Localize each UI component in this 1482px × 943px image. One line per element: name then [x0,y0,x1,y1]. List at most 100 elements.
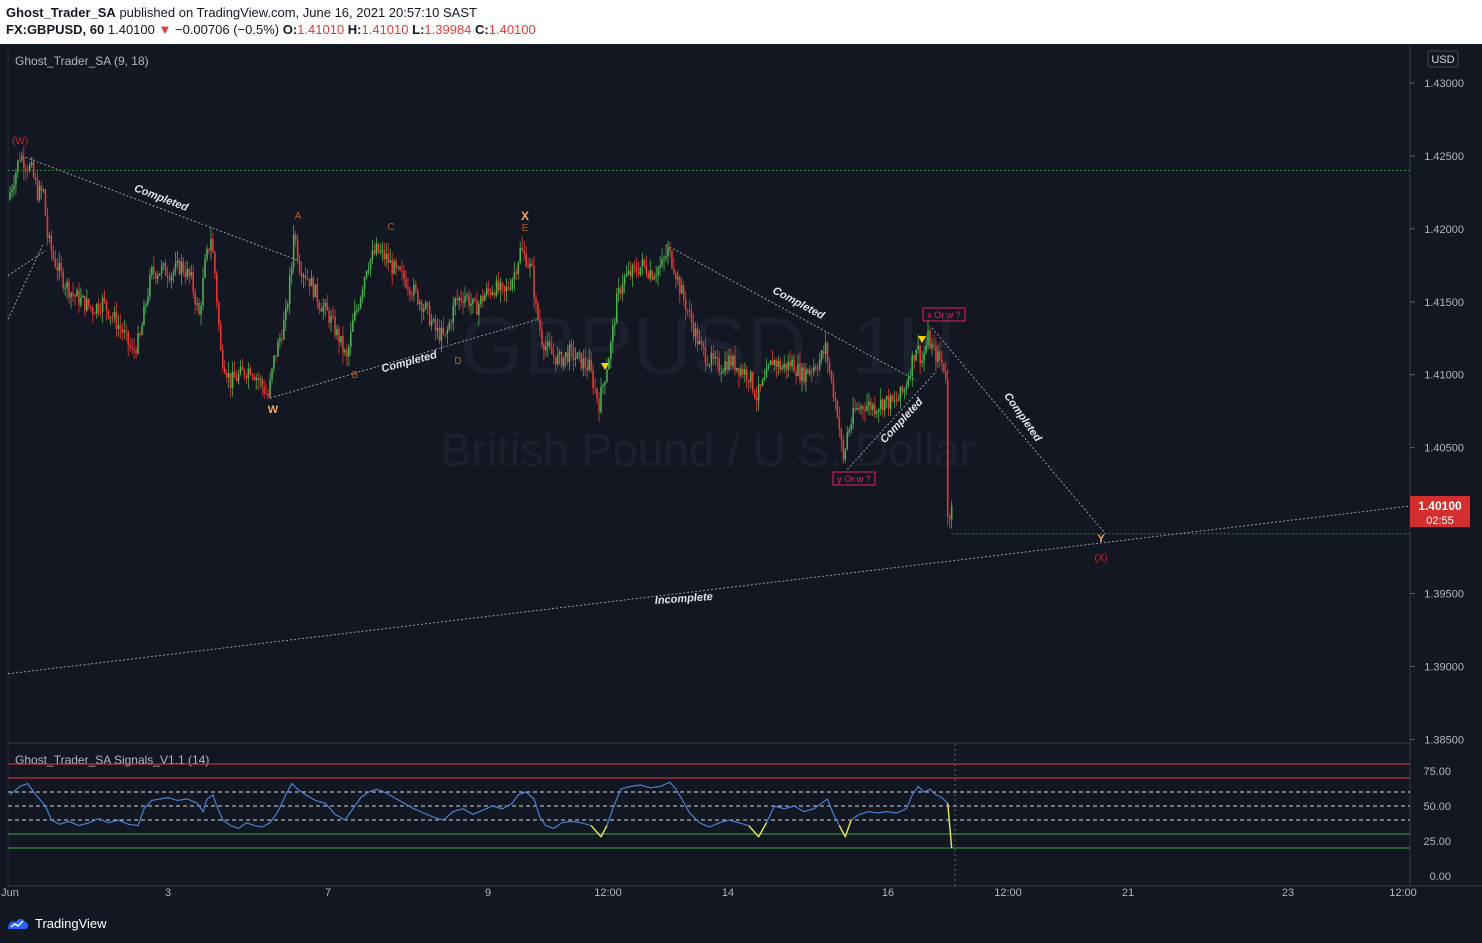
bear-candle-body [139,333,141,336]
bull-candle-body [113,312,116,318]
last-price-tag: 1.40100 02:55 [1410,496,1470,527]
price-axis[interactable]: 1.43000 1.42500 1.42000 1.41500 1.41000 1.405… [1410,78,1464,746]
bear-candle-body [747,380,750,383]
bear-candle-body [515,272,518,274]
tradingview-brand[interactable]: TradingView [6,916,107,931]
bull-candle-body [950,506,953,520]
bull-candle-body [259,379,261,381]
bull-candle-body [239,366,242,374]
bear-candle-body [275,355,277,357]
trend-line-incomplete [7,505,1411,675]
bull-candle-body [617,288,620,294]
bull-candle-body [604,381,606,386]
bull-candle-body [483,294,486,302]
bear-candle-body [188,269,191,276]
bull-candle-body [70,292,72,298]
trend-line-projection [931,327,1106,535]
bear-candle-body [395,261,397,268]
oscillator-axis[interactable]: 75.00 50.00 25.00 0.00 [1423,766,1451,883]
chart-background [0,44,1482,906]
time-tick-label: 3 [165,887,171,899]
bull-candle-body [761,380,764,386]
chart-canvas[interactable]: GBPUSD, 1H British Pound / U.S. Dollar G… [0,44,1482,906]
bull-candle-body [769,360,772,366]
oscillator-tick-label: 75.00 [1423,766,1451,778]
bull-candle-body [348,346,350,357]
bear-candle-body [580,352,583,369]
bear-candle-body [411,294,413,296]
bull-candle-body [519,248,522,263]
bear-candle-body [338,328,340,343]
bear-candle-body [91,307,94,314]
bull-candle-body [931,344,933,349]
bear-candle-body [342,335,344,353]
bear-candle-body [507,286,510,289]
bear-candle-body [533,265,535,298]
open-label: O: [282,22,298,37]
oscillator-signal-segment [600,825,608,838]
bull-candle-body [872,404,874,410]
wave-label: Y [1097,533,1105,545]
tradingview-brand-text: TradingView [35,916,107,931]
signals-indicator-label[interactable]: Ghost_Trader_SA Signals_V1.1 (14) [15,753,209,767]
bull-candle-body [615,293,618,324]
trend-label: Incomplete [654,591,713,607]
bear-candle-body [184,272,187,278]
bull-candle-body [655,275,657,277]
bear-candle-body [320,308,323,312]
bull-candle-body [367,269,370,271]
time-tick-label: 12:00 [594,887,622,899]
bear-candle-body [377,243,380,253]
currency-badge[interactable]: USD [1427,50,1459,68]
bear-candle-body [535,297,537,304]
bull-candle-body [286,304,289,309]
bull-candle-body [911,355,914,377]
bear-candle-body [194,291,196,305]
bear-candle-body [684,299,687,311]
bear-candle-body [525,253,527,267]
bull-candle-body [231,371,234,388]
bull-candle-body [698,340,701,345]
symbol-label: FX:GBPUSD, 60 [6,22,105,37]
bull-candle-body [82,296,84,298]
bull-candle-body [641,259,644,268]
bull-candle-body [273,355,275,369]
bear-candle-body [218,302,220,325]
bull-candle-body [889,395,892,409]
bull-candle-body [86,298,88,311]
bull-candle-body [783,363,786,368]
bear-candle-body [771,360,774,365]
bear-candle-body [539,319,541,330]
time-axis[interactable]: Jun 3 7 9 12:00 14 16 12:00 21 23 12:00 [1,887,1417,899]
time-tick-label: 21 [1122,887,1134,899]
bear-candle-body [596,388,598,399]
bear-candle-body [706,362,709,366]
wave-box-frame [922,307,966,322]
bear-candle-body [387,253,390,263]
author-name[interactable]: Ghost_Trader_SA [6,5,116,20]
bull-candle-body [812,367,815,372]
bear-candle-body [294,234,297,240]
bull-candle-body [820,350,823,361]
bull-candle-body [123,330,126,333]
bull-candle-body [852,408,854,425]
bull-candle-body [677,277,679,280]
bear-candle-body [119,325,122,329]
bull-candle-body [714,357,717,359]
bull-candle-body [58,262,61,271]
bull-candle-body [517,262,520,274]
main-indicator-label[interactable]: Ghost_Trader_SA (9, 18) [15,54,149,68]
bull-candle-body [927,330,929,346]
bear-candle-body [34,176,37,181]
oscillator-signal-segment [947,803,953,849]
bull-candle-body [728,355,730,370]
bull-candle-body [763,377,766,381]
bull-candle-body [805,369,807,382]
bear-candle-body [208,248,210,251]
bear-candle-body [789,361,791,367]
bear-candle-body [755,397,758,401]
wave-label: C [387,222,394,233]
bear-candle-body [487,288,490,291]
bear-candle-body [198,303,200,315]
bull-candle-body [777,360,780,368]
